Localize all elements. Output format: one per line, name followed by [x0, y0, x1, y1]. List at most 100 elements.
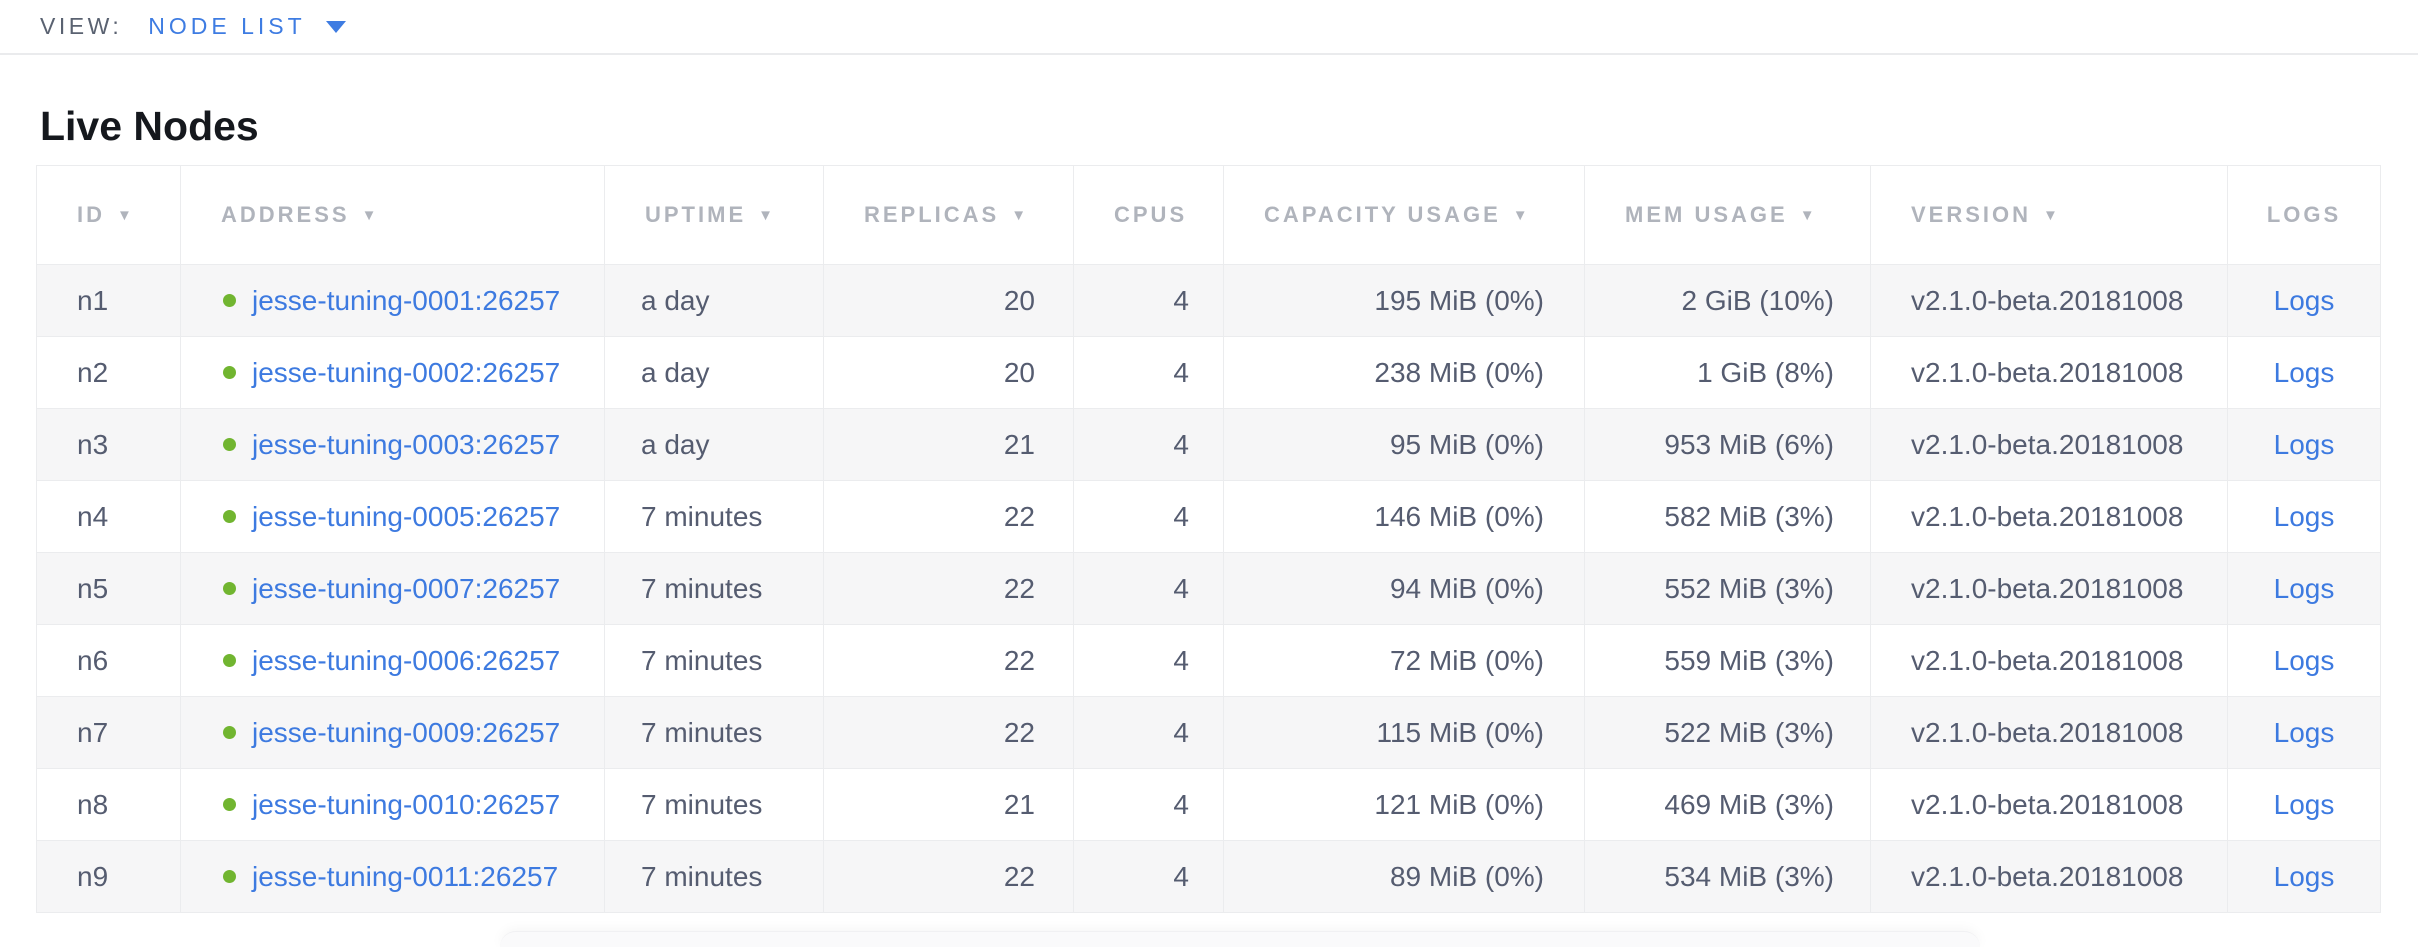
node-mem-usage: 582 MiB (3%) [1584, 480, 1871, 553]
node-status-healthy-icon [223, 582, 236, 595]
node-address-cell: jesse-tuning-0005:26257 [223, 501, 604, 533]
sort-desc-icon: ▼ [1011, 207, 1027, 224]
node-cpus: 4 [1073, 336, 1224, 409]
node-address-cell: jesse-tuning-0009:26257 [223, 717, 604, 749]
node-address-link[interactable]: jesse-tuning-0009:26257 [252, 716, 561, 748]
node-logs-link[interactable]: Logs [2273, 788, 2335, 820]
view-label: VIEW: [40, 13, 123, 39]
node-cpus: 4 [1073, 624, 1224, 697]
node-address-cell: jesse-tuning-0002:26257 [223, 357, 604, 389]
sort-desc-icon: ▼ [758, 207, 773, 224]
node-capacity-usage: 95 MiB (0%) [1223, 408, 1585, 481]
node-address-link[interactable]: jesse-tuning-0007:26257 [252, 572, 561, 604]
node-capacity-usage: 115 MiB (0%) [1223, 696, 1585, 769]
node-cpus: 4 [1073, 408, 1224, 481]
node-logs-link[interactable]: Logs [2273, 644, 2335, 676]
node-uptime: a day [604, 264, 824, 337]
column-header-uptime[interactable]: UPTIME ▼ [604, 165, 824, 265]
node-version: v2.1.0-beta.20181008 [1870, 264, 2228, 337]
node-replicas: 22 [823, 696, 1074, 769]
node-uptime: a day [604, 408, 824, 481]
node-id: n9 [36, 840, 181, 913]
bottom-card-edge [500, 931, 1980, 947]
table-row: n7 jesse-tuning-0009:26257 7 minutes 22 … [36, 696, 2381, 769]
node-version: v2.1.0-beta.20181008 [1870, 768, 2228, 841]
node-address-cell: jesse-tuning-0007:26257 [223, 573, 604, 605]
node-replicas: 22 [823, 552, 1074, 625]
node-mem-usage: 2 GiB (10%) [1584, 264, 1871, 337]
node-capacity-usage: 94 MiB (0%) [1223, 552, 1585, 625]
node-uptime: 7 minutes [604, 624, 824, 697]
column-header-version[interactable]: VERSION ▼ [1870, 165, 2228, 265]
node-address-link[interactable]: jesse-tuning-0002:26257 [252, 356, 561, 388]
node-mem-usage: 1 GiB (8%) [1584, 336, 1871, 409]
node-mem-usage: 559 MiB (3%) [1584, 624, 1871, 697]
column-header-id[interactable]: ID ▼ [36, 165, 181, 265]
node-address-link[interactable]: jesse-tuning-0010:26257 [252, 788, 561, 820]
column-header-mem-usage[interactable]: MEM USAGE ▼ [1584, 165, 1871, 265]
node-mem-usage: 552 MiB (3%) [1584, 552, 1871, 625]
node-id: n3 [36, 408, 181, 481]
node-version: v2.1.0-beta.20181008 [1870, 840, 2228, 913]
node-address-link[interactable]: jesse-tuning-0011:26257 [252, 860, 559, 892]
column-header-replicas[interactable]: REPLICAS ▼ [823, 165, 1074, 265]
node-address-link[interactable]: jesse-tuning-0001:26257 [252, 284, 561, 316]
node-capacity-usage: 238 MiB (0%) [1223, 336, 1585, 409]
node-version: v2.1.0-beta.20181008 [1870, 408, 2228, 481]
node-capacity-usage: 195 MiB (0%) [1223, 264, 1585, 337]
table-row: n6 jesse-tuning-0006:26257 7 minutes 22 … [36, 624, 2381, 697]
node-replicas: 21 [823, 408, 1074, 481]
sort-desc-icon: ▼ [2043, 207, 2058, 224]
node-logs-link[interactable]: Logs [2273, 716, 2335, 748]
node-version: v2.1.0-beta.20181008 [1870, 696, 2228, 769]
node-replicas: 22 [823, 480, 1074, 553]
node-logs-link[interactable]: Logs [2273, 860, 2335, 892]
node-id: n6 [36, 624, 181, 697]
node-logs-link[interactable]: Logs [2273, 428, 2335, 460]
column-header-capacity-usage[interactable]: CAPACITY USAGE ▼ [1223, 165, 1585, 265]
node-address-cell: jesse-tuning-0003:26257 [223, 429, 604, 461]
sort-desc-icon: ▼ [1799, 207, 1815, 224]
node-address-link[interactable]: jesse-tuning-0005:26257 [252, 500, 561, 532]
table-row: n3 jesse-tuning-0003:26257 a day 21 4 95… [36, 408, 2381, 481]
node-mem-usage: 953 MiB (6%) [1584, 408, 1871, 481]
column-header-address[interactable]: ADDRESS ▼ [180, 165, 605, 265]
node-uptime: a day [604, 336, 824, 409]
sort-desc-icon: ▼ [117, 207, 132, 224]
node-logs-link[interactable]: Logs [2273, 500, 2335, 532]
view-dropdown-value: NODE LIST [148, 13, 306, 39]
node-address-cell: jesse-tuning-0006:26257 [223, 645, 604, 677]
node-mem-usage: 534 MiB (3%) [1584, 840, 1871, 913]
node-uptime: 7 minutes [604, 768, 824, 841]
node-address-cell: jesse-tuning-0010:26257 [223, 789, 604, 821]
node-logs-link[interactable]: Logs [2273, 356, 2335, 388]
node-uptime: 7 minutes [604, 840, 824, 913]
node-cpus: 4 [1073, 840, 1224, 913]
node-capacity-usage: 146 MiB (0%) [1223, 480, 1585, 553]
node-status-healthy-icon [223, 366, 236, 379]
sort-desc-icon: ▼ [1512, 207, 1528, 224]
live-nodes-table: ID ▼ ADDRESS ▼ UPTIME ▼ REPLICAS ▼ CPUS CAPA… [36, 165, 2381, 913]
node-uptime: 7 minutes [604, 552, 824, 625]
node-address-link[interactable]: jesse-tuning-0003:26257 [252, 428, 561, 460]
node-version: v2.1.0-beta.20181008 [1870, 624, 2228, 697]
node-address-link[interactable]: jesse-tuning-0006:26257 [252, 644, 561, 676]
node-mem-usage: 522 MiB (3%) [1584, 696, 1871, 769]
node-replicas: 21 [823, 768, 1074, 841]
view-dropdown[interactable]: NODE LIST [148, 13, 346, 40]
node-id: n1 [36, 264, 181, 337]
node-logs-link[interactable]: Logs [2273, 284, 2335, 316]
sort-desc-icon: ▼ [361, 207, 377, 224]
node-version: v2.1.0-beta.20181008 [1870, 336, 2228, 409]
node-replicas: 20 [823, 336, 1074, 409]
table-row: n9 jesse-tuning-0011:26257 7 minutes 22 … [36, 840, 2381, 913]
node-address-cell: jesse-tuning-0011:26257 [223, 861, 604, 893]
node-logs-link[interactable]: Logs [2273, 572, 2335, 604]
node-id: n7 [36, 696, 181, 769]
node-status-healthy-icon [223, 438, 236, 451]
node-status-healthy-icon [223, 294, 236, 307]
column-header-cpus: CPUS [1073, 165, 1224, 265]
node-replicas: 22 [823, 624, 1074, 697]
node-id: n5 [36, 552, 181, 625]
column-header-logs: LOGS [2227, 165, 2381, 265]
